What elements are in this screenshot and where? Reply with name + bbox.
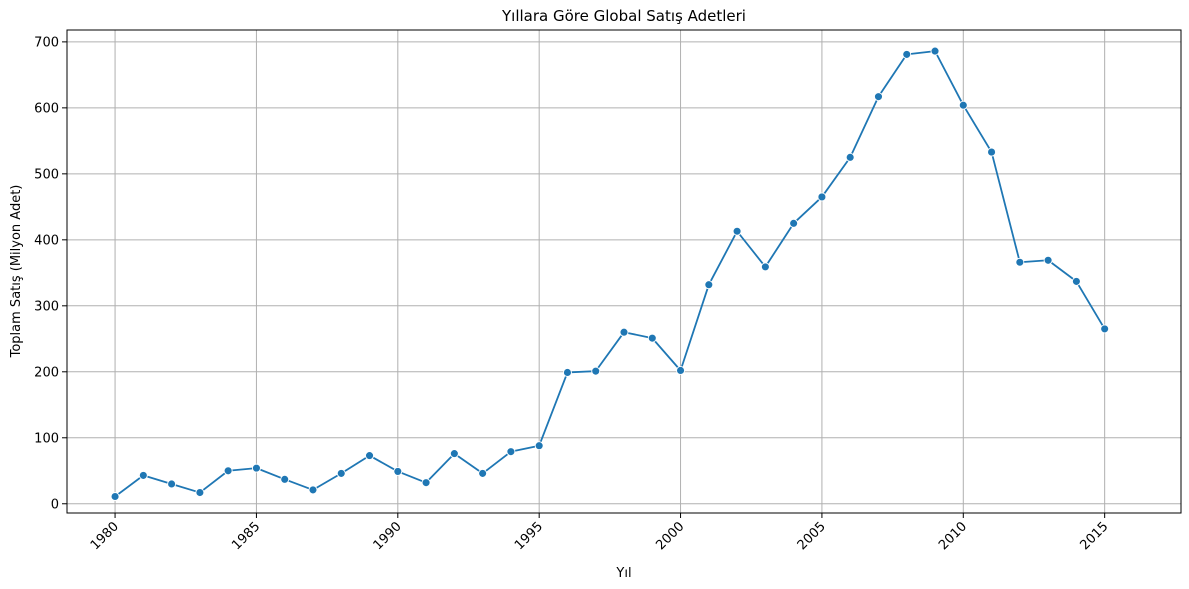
x-axis-label: Yıl bbox=[615, 566, 631, 581]
data-point bbox=[563, 368, 572, 377]
data-point bbox=[845, 152, 855, 162]
data-point bbox=[336, 468, 346, 478]
data-point bbox=[308, 485, 318, 495]
data-point bbox=[930, 46, 940, 56]
data-point bbox=[421, 478, 431, 488]
data-point bbox=[1015, 257, 1025, 267]
data-point bbox=[138, 470, 148, 480]
data-point bbox=[534, 441, 544, 451]
y-tick-label: 300 bbox=[34, 299, 59, 314]
series-layer bbox=[110, 46, 1110, 501]
data-point bbox=[365, 451, 374, 461]
data-point bbox=[958, 100, 968, 110]
chart-title: Yıllara Göre Global Satış Adetleri bbox=[501, 7, 746, 25]
y-tick-label: 700 bbox=[34, 35, 59, 50]
x-tick-label: 2015 bbox=[1077, 519, 1111, 553]
data-point bbox=[704, 280, 714, 290]
data-point bbox=[902, 49, 912, 59]
x-tick-label: 1990 bbox=[371, 519, 405, 553]
data-point bbox=[167, 479, 177, 489]
data-point bbox=[478, 468, 488, 478]
data-point bbox=[760, 262, 770, 272]
data-point bbox=[223, 466, 233, 476]
y-tick-label: 500 bbox=[34, 167, 59, 182]
data-point bbox=[449, 449, 459, 459]
x-tick-label: 1995 bbox=[512, 519, 546, 553]
data-point bbox=[280, 474, 290, 484]
y-tick-label: 400 bbox=[34, 233, 59, 248]
data-point bbox=[1071, 276, 1081, 286]
data-point bbox=[874, 92, 883, 102]
y-axis-label: Toplam Satış (Milyon Adet) bbox=[9, 185, 24, 359]
y-tick-label: 600 bbox=[34, 101, 59, 116]
series-line bbox=[114, 50, 1106, 498]
data-point bbox=[732, 226, 742, 236]
data-point bbox=[789, 218, 799, 228]
plot-frame bbox=[66, 29, 1182, 514]
data-point bbox=[591, 366, 601, 376]
y-tick-label: 200 bbox=[34, 365, 59, 380]
x-tick-label: 2000 bbox=[653, 519, 687, 553]
y-tick-label: 100 bbox=[34, 431, 59, 446]
data-point bbox=[647, 333, 657, 343]
x-tick-label: 2010 bbox=[936, 519, 970, 553]
x-tick-label: 1980 bbox=[88, 519, 122, 553]
data-point bbox=[195, 488, 205, 497]
grid bbox=[67, 30, 1181, 513]
x-tick-label: 1985 bbox=[229, 519, 263, 553]
data-point bbox=[251, 463, 261, 473]
data-point bbox=[817, 192, 827, 202]
data-point bbox=[619, 327, 629, 337]
data-point bbox=[676, 366, 685, 375]
data-point bbox=[987, 147, 997, 157]
data-point bbox=[393, 466, 403, 476]
data-point bbox=[1043, 255, 1053, 265]
data-point bbox=[1100, 324, 1110, 334]
data-point bbox=[506, 447, 516, 457]
y-tick-label: 0 bbox=[51, 497, 59, 512]
data-point bbox=[110, 492, 120, 501]
x-tick-label: 2005 bbox=[795, 519, 829, 553]
axis-ticks: 1980 1985 1990 1995 2000 2005 2010 2015 0 100 200 3… bbox=[34, 35, 1111, 553]
